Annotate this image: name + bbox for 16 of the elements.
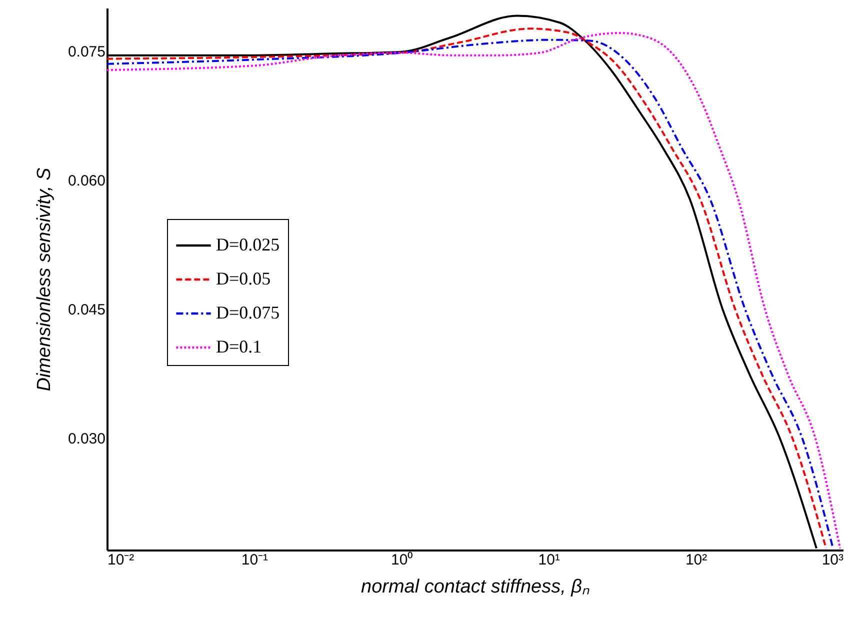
y-axis-title: Dimensionless sensivity, S (34, 167, 55, 392)
legend-label: D=0.1 (216, 336, 262, 356)
y-tick-label: 0.060 (68, 172, 106, 190)
x-tick-label: 10¹ (538, 552, 560, 568)
legend-label: D=0.05 (216, 268, 271, 288)
legend-label: D=0.025 (216, 234, 280, 254)
x-tick-label: 10² (685, 552, 708, 568)
x-tick-label: 10⁻¹ (241, 552, 268, 568)
x-tick-label: 10³ (822, 552, 844, 568)
x-tick-label: 10⁰ (391, 552, 413, 568)
y-tick-label: 0.045 (68, 302, 106, 319)
y-tick-label: 0.030 (68, 430, 106, 448)
x-tick-label: 10⁻² (108, 552, 134, 568)
legend-label: D=0.075 (216, 302, 280, 322)
x-axis-title: normal contact stiffness, βₙ (361, 576, 590, 598)
y-tick-label: 0.075 (68, 44, 106, 61)
